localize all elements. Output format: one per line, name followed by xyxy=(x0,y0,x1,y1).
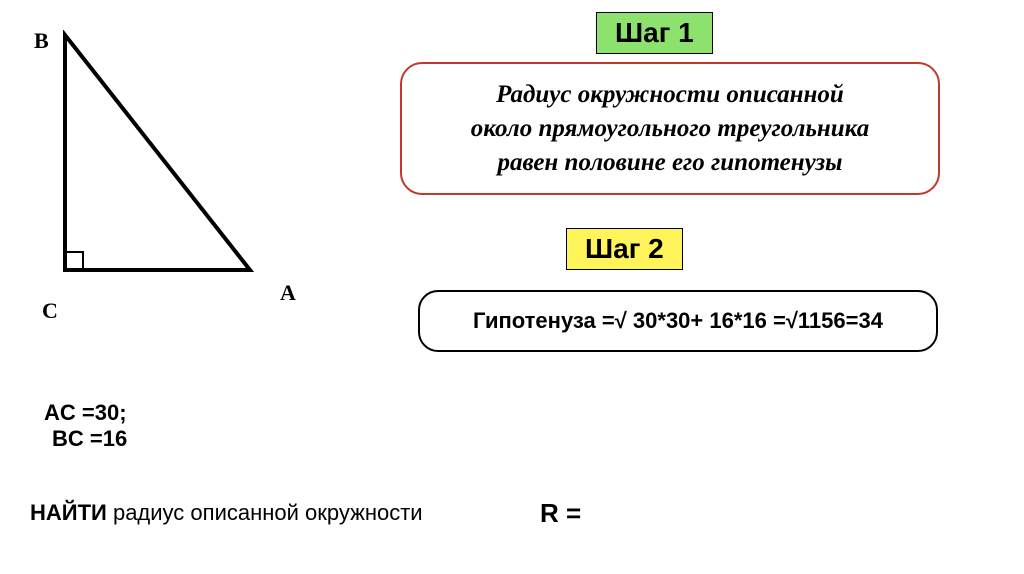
given-ac: AC =30; xyxy=(44,400,127,426)
theorem-line-3: равен половине его гипотенузы xyxy=(432,146,908,180)
theorem-line-1: Радиус окружности описанной xyxy=(432,78,908,112)
theorem-box: Радиус окружности описанной около прямоу… xyxy=(400,62,940,195)
given-values: AC =30; BC =16 xyxy=(44,400,127,452)
vertex-b-label: B xyxy=(34,28,49,54)
triangle-diagram xyxy=(40,30,300,320)
vertex-c-label: C xyxy=(42,298,58,324)
theorem-line-2: около прямоугольного треугольника xyxy=(432,112,908,146)
step-2-badge: Шаг 2 xyxy=(566,228,683,270)
vertex-a-label: A xyxy=(280,280,296,306)
task-prefix: НАЙТИ xyxy=(30,500,107,525)
calculation-box: Гипотенуза =√ 30*30+ 16*16 =√1156=34 xyxy=(418,290,938,352)
step-1-badge: Шаг 1 xyxy=(596,12,713,54)
task-rest: радиус описанной окружности xyxy=(107,500,423,525)
task-text: НАЙТИ радиус описанной окружности xyxy=(30,500,423,526)
answer-label: R = xyxy=(540,498,581,529)
given-bc: BC =16 xyxy=(52,426,127,452)
